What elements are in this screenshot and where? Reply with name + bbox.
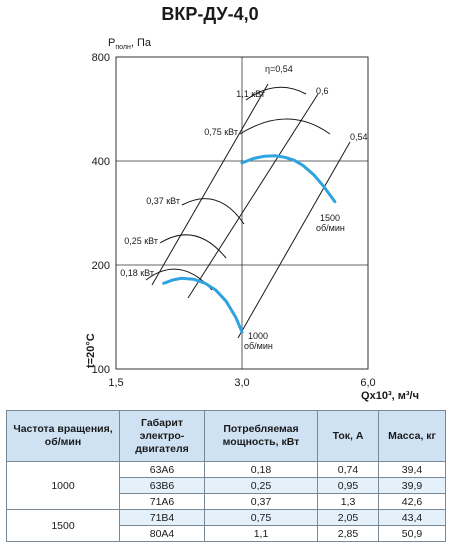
power-curve-label: 0,18 кВт <box>120 268 154 278</box>
motor-cell: 80А4 <box>119 525 205 542</box>
header-motor: Габарит электро-двигателя <box>119 410 205 462</box>
series-label: 1500 <box>320 213 340 223</box>
power-cell: 0,25 <box>204 477 318 494</box>
power-curve-0-75kw <box>239 118 331 135</box>
table-row: 1000 63А6 0,18 0,74 39,4 <box>6 461 446 510</box>
table-row: 71А6 0,37 1,3 42,6 <box>7 493 446 510</box>
performance-chart: ВКР-ДУ-4,0 1,5 3,0 6,0 100 200 400 800 1,1 кВт 0… <box>85 4 419 402</box>
y-tick-label: 400 <box>92 156 110 168</box>
x-tick-label: 6,0 <box>360 377 375 389</box>
speed-cell: 1500 <box>6 509 120 542</box>
motor-cell: 63А6 <box>119 461 205 478</box>
mass-cell: 50,9 <box>378 525 446 542</box>
current-cell: 0,74 <box>317 461 379 478</box>
efficiency-line-054-right <box>237 141 351 339</box>
power-cell: 0,37 <box>204 493 318 510</box>
table-row: 80А4 1,1 2,85 50,9 <box>7 525 446 542</box>
power-curve-0-37kw <box>181 198 245 225</box>
series-label: 1000 <box>248 331 268 341</box>
series-label: об/мин <box>244 341 273 351</box>
header-mass: Масса, кг <box>378 410 446 462</box>
y-tick-label: 100 <box>92 364 110 376</box>
table-header-row: Частота вращения, об/мин Габарит электро… <box>6 410 446 462</box>
header-speed: Частота вращения, об/мин <box>6 410 120 462</box>
x-axis-label: Qx10³, м³/ч <box>361 390 419 402</box>
efficiency-label: η=0,54 <box>265 64 293 74</box>
y-tick-label: 800 <box>92 52 110 64</box>
mass-cell: 42,6 <box>378 493 446 510</box>
series-label: об/мин <box>316 223 345 233</box>
header-current: Ток, А <box>317 410 379 462</box>
y-axis-label-tail: , Па <box>131 37 152 49</box>
current-cell: 2,85 <box>317 525 379 542</box>
specs-table: Частота вращения, об/мин Габарит электро… <box>6 410 446 542</box>
current-cell: 1,3 <box>317 493 379 510</box>
series-line-1000 <box>162 276 244 334</box>
efficiency-line-06 <box>187 93 319 299</box>
power-curve-label: 0,25 кВт <box>124 236 158 246</box>
x-tick-label: 3,0 <box>234 377 249 389</box>
x-tick-label: 1,5 <box>108 377 123 389</box>
power-cell: 0,75 <box>204 509 318 526</box>
power-cell: 0,18 <box>204 461 318 478</box>
power-curve-0-25kw <box>159 234 227 259</box>
speed-cell: 1000 <box>6 461 120 510</box>
mass-cell: 39,9 <box>378 477 446 494</box>
mass-cell: 39,4 <box>378 461 446 478</box>
power-curve-label: 0,37 кВт <box>146 196 180 206</box>
power-curve-1-1kw <box>245 86 307 101</box>
motor-cell: 63В6 <box>119 477 205 494</box>
power-curve-label: 1,1 кВт <box>236 89 265 99</box>
header-power: Потребляемая мощность, кВт <box>204 410 318 462</box>
power-curve-label: 0,75 кВт <box>204 127 238 137</box>
y-tick-label: 200 <box>92 260 110 272</box>
table-row: 63В6 0,25 0,95 39,9 <box>7 477 446 494</box>
y-axis-label-sub: полн <box>115 44 131 51</box>
plot-area: 1,5 3,0 6,0 100 200 400 800 1,1 кВт 0,75 кВт 0,37… <box>92 52 376 389</box>
motor-cell: 71В4 <box>119 509 205 526</box>
efficiency-label: 0,6 <box>316 86 329 96</box>
current-cell: 0,95 <box>317 477 379 494</box>
efficiency-label: 0,54 <box>350 132 368 142</box>
y-axis-label-main: P <box>108 37 115 49</box>
mass-cell: 43,4 <box>378 509 446 526</box>
chart-title: ВКР-ДУ-4,0 <box>161 4 258 24</box>
motor-cell: 71А6 <box>119 493 205 510</box>
table-row: 1500 71В4 0,75 2,05 43,4 <box>6 509 446 542</box>
current-cell: 2,05 <box>317 509 379 526</box>
series-line-1500 <box>240 154 337 204</box>
temperature-label: t=20°C <box>85 333 97 368</box>
efficiency-line-054-left <box>151 83 269 286</box>
power-cell: 1,1 <box>204 525 318 542</box>
y-axis-label: Pполн, Па <box>108 37 152 51</box>
